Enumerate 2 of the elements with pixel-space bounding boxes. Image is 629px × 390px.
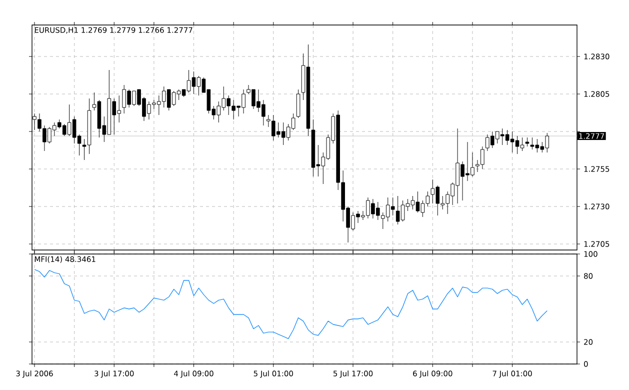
candlestick (525, 137, 530, 147)
candlestick (296, 89, 300, 118)
